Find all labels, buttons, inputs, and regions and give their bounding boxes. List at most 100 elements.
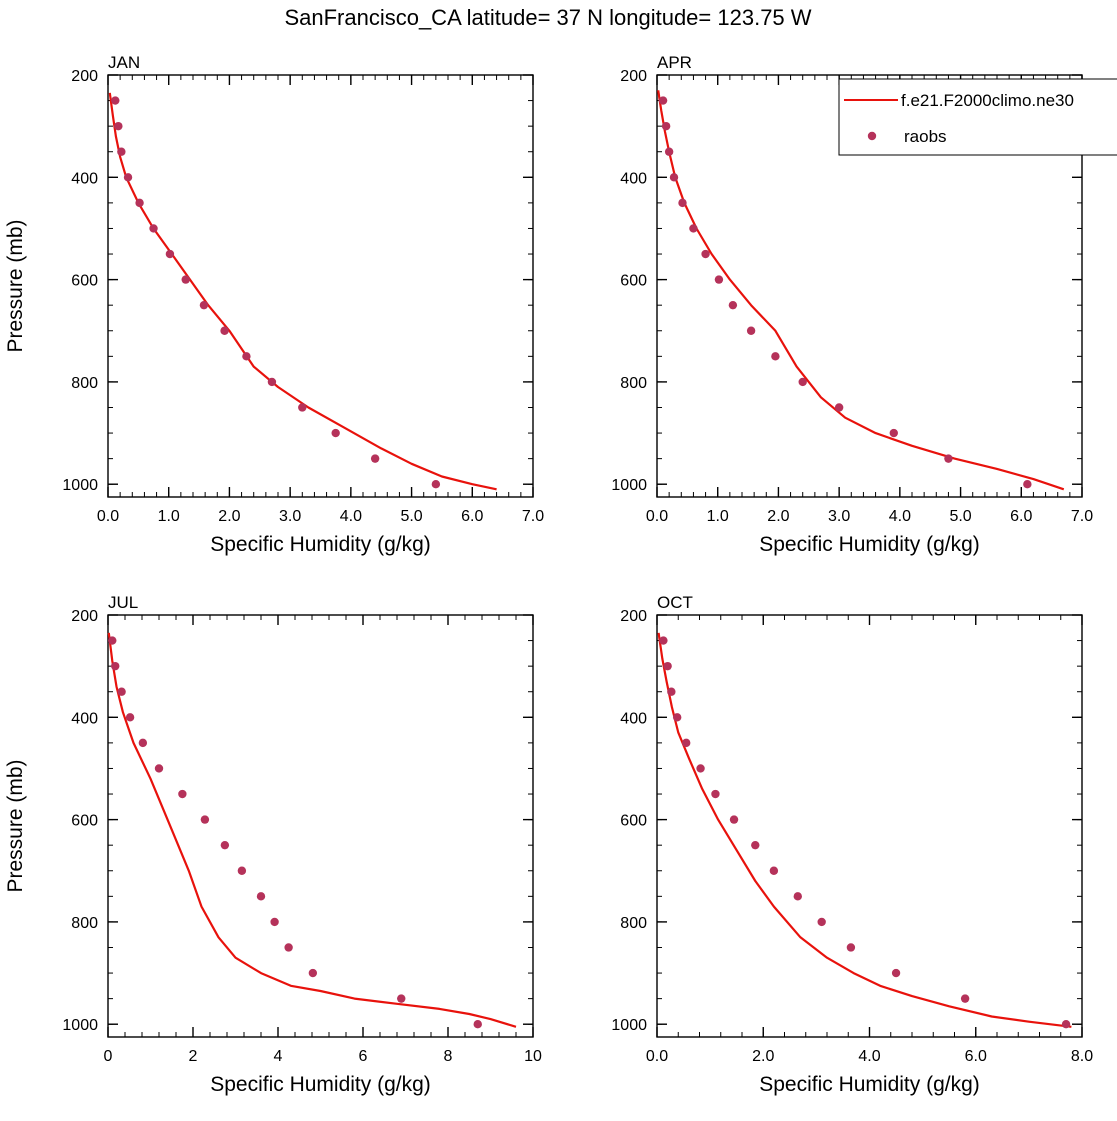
obs-point (298, 403, 307, 412)
x-tick-label: 2.0 (218, 508, 240, 525)
x-axis-label: Specific Humidity (g/kg) (759, 533, 980, 556)
obs-point (664, 147, 674, 156)
panel-label: JAN (108, 53, 140, 72)
obs-point (154, 764, 164, 773)
obs-point (701, 249, 710, 259)
x-tick-label: 4.0 (858, 1048, 880, 1065)
x-tick-label: 0.0 (646, 1048, 668, 1065)
panel-jul: 0 2 4 6 8 10 200 400 600 800 1000 JUL Specific Humid… (4, 593, 542, 1096)
obs-point (769, 866, 779, 875)
obs-point (659, 636, 668, 645)
obs-point (431, 480, 441, 489)
obs-point (678, 198, 687, 208)
obs-point (729, 815, 739, 824)
model-line (107, 632, 517, 1028)
obs-point (689, 224, 698, 233)
obs-point (108, 636, 117, 645)
obs-point (200, 815, 210, 824)
panel-label: JUL (108, 593, 138, 612)
x-tick-label: 1.0 (707, 508, 729, 525)
x-tick-label: 4.0 (889, 508, 911, 525)
obs-point (267, 377, 277, 387)
x-tick-label: 3.0 (279, 508, 301, 525)
obs-point (117, 687, 126, 696)
obs-point (711, 789, 720, 799)
obs-point (220, 326, 229, 335)
y-tick-label: 800 (620, 375, 647, 392)
x-tick-label: 0.0 (646, 508, 668, 525)
obs-point (746, 326, 756, 335)
obs-point (696, 764, 705, 773)
obs-point (397, 994, 406, 1003)
y-tick-label: 600 (71, 273, 98, 290)
obs-point (284, 943, 293, 952)
x-tick-label: 2.0 (752, 1048, 774, 1065)
obs-point (846, 943, 856, 952)
obs-point (117, 147, 126, 156)
obs-point (667, 687, 676, 696)
obs-point (960, 994, 970, 1003)
panel-label: OCT (657, 593, 693, 612)
figure-title: SanFrancisco_CA latitude= 37 N longitude… (284, 5, 811, 30)
obs-point (308, 968, 318, 978)
plot-frame (107, 74, 534, 498)
model-line (108, 92, 497, 491)
obs-point (178, 789, 187, 799)
obs-point (672, 713, 682, 722)
legend-marker-swatch (867, 131, 877, 141)
x-axis-label: Specific Humidity (g/kg) (210, 1073, 431, 1096)
x-tick-label: 1.0 (158, 508, 180, 525)
obs-point (669, 173, 679, 182)
obs-point (771, 352, 780, 361)
y-axis-label: Pressure (mb) (4, 759, 27, 892)
obs-point (473, 1020, 482, 1029)
y-tick-label: 200 (71, 608, 98, 625)
obs-point (237, 866, 247, 875)
y-tick-label: 800 (620, 915, 647, 932)
obs-point (658, 96, 668, 105)
x-tick-label: 6 (359, 1048, 368, 1065)
x-tick-label: 10 (524, 1048, 542, 1065)
obs-point (817, 917, 826, 927)
plot-frame (656, 74, 1083, 498)
model-line (657, 632, 1072, 1028)
x-tick-label: 2.0 (767, 508, 789, 525)
y-tick-label: 600 (620, 273, 647, 290)
obs-point (714, 275, 724, 284)
obs-point (114, 121, 123, 131)
x-tick-label: 6.0 (965, 1048, 987, 1065)
y-tick-label: 1000 (62, 1017, 98, 1034)
x-tick-label: 7.0 (522, 508, 544, 525)
x-tick-label: 3.0 (828, 508, 850, 525)
x-tick-label: 8 (444, 1048, 453, 1065)
x-tick-label: 6.0 (461, 508, 483, 525)
y-tick-label: 200 (71, 68, 98, 85)
obs-point (891, 968, 901, 978)
y-tick-label: 400 (620, 710, 647, 727)
obs-point (682, 738, 691, 748)
obs-point (181, 275, 190, 284)
obs-point (149, 224, 158, 233)
y-tick-label: 800 (71, 375, 98, 392)
obs-point (111, 96, 120, 105)
x-tick-label: 2 (189, 1048, 198, 1065)
y-tick-label: 1000 (62, 477, 98, 494)
x-tick-label: 8.0 (1071, 1048, 1093, 1065)
panel-oct: 0.0 2.0 4.0 6.0 8.0 200 400 600 800 1000 OCT Specif… (611, 593, 1093, 1096)
panels: 0.0 1.0 2.0 3.0 4.0 5.0 6.0 7.02004006008001000… (4, 53, 1093, 1096)
x-tick-label: 6.0 (1010, 508, 1032, 525)
y-tick-label: 400 (71, 710, 98, 727)
obs-point (256, 892, 266, 901)
legend-box (838, 78, 1117, 156)
obs-point (798, 377, 807, 387)
obs-point (165, 249, 175, 259)
y-axis-label: Pressure (mb) (4, 219, 27, 352)
y-tick-label: 1000 (611, 1017, 647, 1034)
y-tick-label: 200 (620, 608, 647, 625)
legend: f.e21.F2000climo.ne30 raobs (838, 78, 1117, 156)
obs-point (834, 403, 844, 412)
obs-point (944, 454, 953, 463)
x-tick-label: 0 (104, 1048, 113, 1065)
obs-point (125, 713, 135, 722)
